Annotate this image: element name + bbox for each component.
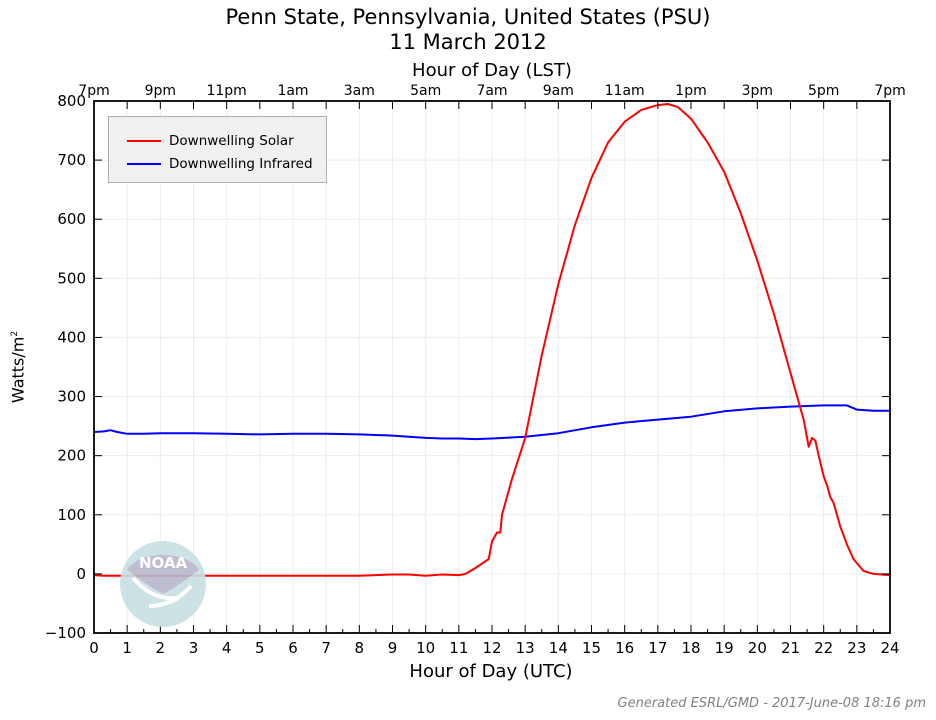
x-tick-label: 1	[122, 639, 132, 657]
y-tick-label: 300	[57, 388, 86, 406]
x-tick-label: 18	[681, 639, 700, 657]
lst-tick-label: 3am	[344, 83, 375, 99]
legend-label-solar: Downwelling Solar	[169, 133, 294, 149]
x-tick-label: 8	[355, 639, 365, 657]
axis-ticks	[93, 100, 891, 634]
x-tick-label: 13	[516, 639, 535, 657]
chart-title: Penn State, Pennsylvania, United States …	[225, 5, 711, 29]
x-tick-label: 11	[449, 639, 468, 657]
lst-tick-label: 5pm	[808, 83, 839, 99]
tick-labels: 0 1 2 3 4 5 6 7 8 9 10 11 12 13 14 15 16 17 18 19 20 21 22 23 24…	[45, 83, 906, 657]
legend-item-infrared: Downwelling Infrared	[127, 154, 313, 174]
x-tick-label: 3	[189, 639, 199, 657]
y-tick-label: 0	[76, 565, 86, 583]
y-axis-label: Watts/m2	[8, 330, 28, 404]
x-tick-label: 20	[748, 639, 767, 657]
legend: Downwelling Solar Downwelling Infrared	[108, 116, 327, 183]
x-tick-label: 14	[549, 639, 568, 657]
legend-swatch-solar	[127, 140, 161, 142]
x-tick-label: 2	[156, 639, 166, 657]
noaa-emblem-icon: NOAA	[120, 541, 206, 627]
y-tick-label: 100	[57, 506, 86, 524]
x-tick-label: 5	[255, 639, 265, 657]
y-tick-label: 700	[57, 151, 86, 169]
x-tick-label: 19	[715, 639, 734, 657]
chart-subtitle-date: 11 March 2012	[389, 30, 547, 54]
lst-tick-label: 3pm	[742, 83, 773, 99]
x-tick-label: 9	[388, 639, 398, 657]
x-tick-label: 7	[321, 639, 331, 657]
lst-tick-label: 1am	[277, 83, 308, 99]
y-tick-label: 400	[57, 328, 86, 346]
y-tick-label: 600	[57, 210, 86, 228]
y-tick-label: 200	[57, 447, 86, 465]
top-axis-label: Hour of Day (LST)	[412, 60, 572, 81]
x-tick-label: 16	[615, 639, 634, 657]
lst-tick-label: 1pm	[675, 83, 706, 99]
y-tick-label: 500	[57, 269, 86, 287]
x-tick-label: 21	[781, 639, 800, 657]
lst-tick-label: 7am	[476, 83, 507, 99]
lst-tick-label: 9pm	[145, 83, 176, 99]
x-tick-label: 24	[880, 639, 899, 657]
series-line-downwelling-solar	[93, 103, 891, 577]
x-tick-label: 15	[582, 639, 601, 657]
x-tick-label: 23	[847, 639, 866, 657]
lst-tick-label: 7pm	[874, 83, 905, 99]
lst-tick-label: 11pm	[206, 83, 246, 99]
x-tick-label: 4	[222, 639, 232, 657]
x-tick-label: 22	[814, 639, 833, 657]
y-tick-label: −100	[45, 624, 86, 642]
x-tick-label: 12	[482, 639, 501, 657]
legend-swatch-infrared	[127, 163, 161, 165]
data-series	[93, 103, 891, 577]
lst-tick-label: 11am	[605, 83, 645, 99]
legend-item-solar: Downwelling Solar	[127, 131, 294, 151]
lst-tick-label: 7pm	[78, 83, 109, 99]
series-line-downwelling-infrared	[93, 404, 890, 441]
svg-text:NOAA: NOAA	[139, 554, 188, 572]
lst-tick-label: 9am	[543, 83, 574, 99]
noaa-logo: NOAA	[119, 540, 207, 628]
x-tick-label: 6	[288, 639, 298, 657]
y-tick-label: 800	[57, 92, 86, 110]
lst-tick-label: 5am	[410, 83, 441, 99]
generated-footer: Generated ESRL/GMD - 2017-June-08 18:16 …	[617, 696, 926, 711]
x-tick-label: 0	[89, 639, 99, 657]
bottom-axis-label: Hour of Day (UTC)	[409, 661, 573, 682]
x-tick-label: 17	[648, 639, 667, 657]
x-tick-label: 10	[416, 639, 435, 657]
legend-label-infrared: Downwelling Infrared	[169, 156, 313, 172]
